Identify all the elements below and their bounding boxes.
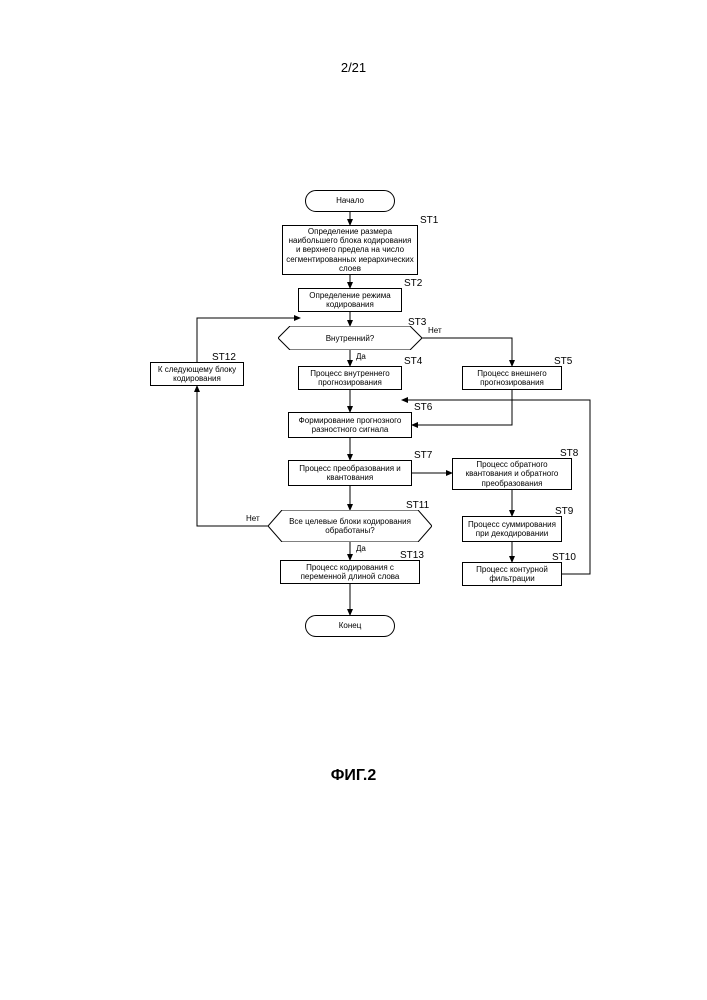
process-st2: Определение режима кодирования (298, 288, 402, 312)
page: 2/21 (0, 0, 707, 1000)
decision-st3-label: Внутренний? (312, 334, 389, 343)
decision-st11: Все целевые блоки кодирования обработаны… (268, 510, 432, 542)
process-st6: Формирование прогнозного разностного сиг… (288, 412, 412, 438)
st-label-st6: ST6 (414, 402, 432, 413)
decision-st3: Внутренний? (278, 326, 422, 350)
edge-label-st3-no: Нет (428, 326, 442, 335)
process-st8: Процесс обратного квантования и обратног… (452, 458, 572, 490)
edge-label-st11-yes: Да (356, 544, 366, 553)
st-label-st7: ST7 (414, 450, 432, 461)
st-label-st1: ST1 (420, 215, 438, 226)
figure-label: ФИГ.2 (0, 767, 707, 785)
page-number: 2/21 (0, 60, 707, 75)
process-st12: К следующему блоку кодирования (150, 362, 244, 386)
st-label-st2: ST2 (404, 278, 422, 289)
process-st9: Процесс суммирования при декодировании (462, 516, 562, 542)
st-label-st4: ST4 (404, 356, 422, 367)
decision-st11-label: Все целевые блоки кодирования обработаны… (268, 517, 432, 535)
terminal-end: Конец (305, 615, 395, 637)
flowchart-connectors (0, 0, 707, 1000)
process-st7: Процесс преобразования и квантования (288, 460, 412, 486)
terminal-start: Начало (305, 190, 395, 212)
process-st5: Процесс внешнего прогнозирования (462, 366, 562, 390)
edge-label-st11-no: Нет (246, 514, 260, 523)
process-st4: Процесс внутреннего прогнозирования (298, 366, 402, 390)
process-st10: Процесс контурной фильтрации (462, 562, 562, 586)
edge-label-st3-yes: Да (356, 352, 366, 361)
process-st1: Определение размера наибольшего блока ко… (282, 225, 418, 275)
process-st13: Процесс кодирования с переменной длиной … (280, 560, 420, 584)
